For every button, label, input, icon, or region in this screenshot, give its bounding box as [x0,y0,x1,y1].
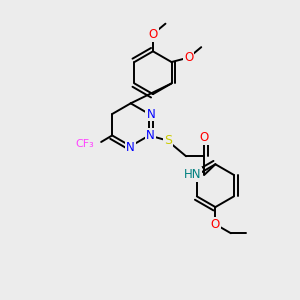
Text: HN: HN [183,168,201,181]
Text: CF₃: CF₃ [76,140,94,149]
Text: N: N [147,107,156,121]
Text: O: O [184,51,194,64]
Text: S: S [164,134,172,147]
Text: O: O [211,218,220,231]
Text: O: O [200,131,209,144]
Text: N: N [146,107,155,121]
Text: N: N [126,141,135,154]
Text: O: O [148,28,158,40]
Text: N: N [146,129,155,142]
